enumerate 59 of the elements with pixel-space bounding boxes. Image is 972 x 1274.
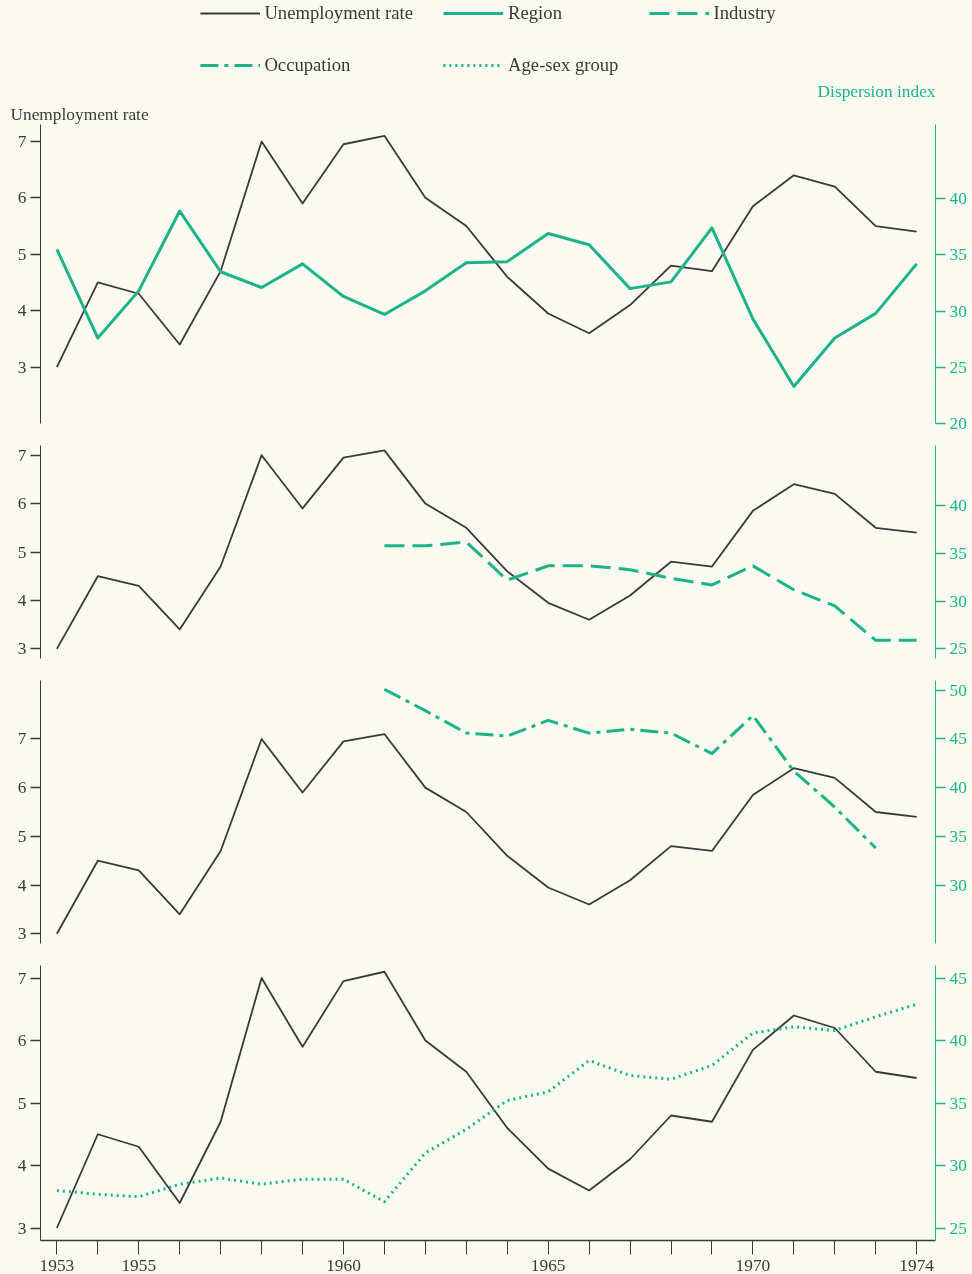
- line-series: [55, 134, 918, 368]
- legend-label: Unemployment rate: [264, 2, 414, 24]
- y-tick-label: 5: [17, 826, 27, 846]
- y2-tick-label: 35: [949, 826, 967, 846]
- legend-label: Industry: [713, 2, 776, 24]
- y2-tick-label: 30: [949, 1156, 967, 1175]
- y-tick-label: 4: [17, 590, 27, 610]
- x-tick-label: 1953: [39, 1255, 75, 1274]
- y-tick-label: 3: [17, 1218, 27, 1238]
- y-tick-label: 5: [17, 542, 27, 562]
- y-tick-label: 6: [17, 778, 27, 798]
- y2-tick-label: 40: [949, 189, 967, 209]
- line-series: [382, 540, 919, 642]
- y2-tick-label: 45: [949, 729, 967, 749]
- y2-axis-title: Dispersion index: [817, 81, 936, 101]
- y-tick-label: 6: [17, 1031, 27, 1050]
- line-series: [55, 449, 918, 650]
- y-tick-label: 3: [17, 924, 27, 944]
- text: Age-sex group: [508, 54, 619, 76]
- line-series: [55, 209, 919, 388]
- y-tick-label: 7: [17, 445, 27, 465]
- legend-label: Region: [508, 2, 562, 24]
- y-tick-label: 5: [17, 1093, 27, 1113]
- y-tick-label: 4: [17, 875, 27, 895]
- y-tick-label: 6: [17, 494, 27, 514]
- y2-tick-label: 30: [949, 875, 967, 895]
- y-tick-label: 7: [17, 131, 27, 151]
- y-tick-label: 3: [17, 639, 27, 659]
- y-tick-label: 4: [17, 1156, 27, 1175]
- x-tick-label: 1965: [530, 1255, 566, 1274]
- y-tick-label: 3: [17, 357, 27, 377]
- text: Occupation: [264, 54, 351, 76]
- y-tick-label: 4: [17, 301, 27, 321]
- line-series: [55, 733, 918, 935]
- y-tick-label: 6: [17, 188, 27, 208]
- x-tick-label: 1970: [735, 1255, 771, 1274]
- line-series: [382, 687, 878, 850]
- y2-tick-label: 35: [949, 1093, 967, 1113]
- y2-tick-label: 25: [949, 1218, 967, 1238]
- line-series: [55, 970, 918, 1229]
- y2-tick-label: 50: [949, 680, 967, 700]
- y2-tick-label: 40: [949, 778, 967, 798]
- y2-tick-label: 40: [949, 1031, 967, 1050]
- y-tick-label: 5: [17, 244, 27, 264]
- y2-tick-label: 40: [949, 496, 967, 516]
- y2-tick-label: 30: [949, 591, 967, 611]
- y2-tick-label: 30: [949, 301, 967, 321]
- y2-tick-label: 25: [949, 639, 967, 659]
- y-tick-label: 7: [17, 729, 27, 749]
- y-axis-title: Unemployment rate: [10, 104, 149, 124]
- x-tick-label: 1955: [121, 1255, 157, 1274]
- y2-tick-label: 25: [949, 357, 967, 377]
- y2-tick-label: 35: [949, 543, 967, 563]
- y2-tick-label: 35: [949, 245, 967, 265]
- x-tick-label: 1974: [899, 1255, 935, 1274]
- y2-tick-label: 45: [949, 968, 967, 988]
- y-tick-label: 7: [17, 968, 27, 988]
- y2-tick-label: 20: [949, 414, 967, 433]
- x-tick-label: 1960: [326, 1255, 361, 1274]
